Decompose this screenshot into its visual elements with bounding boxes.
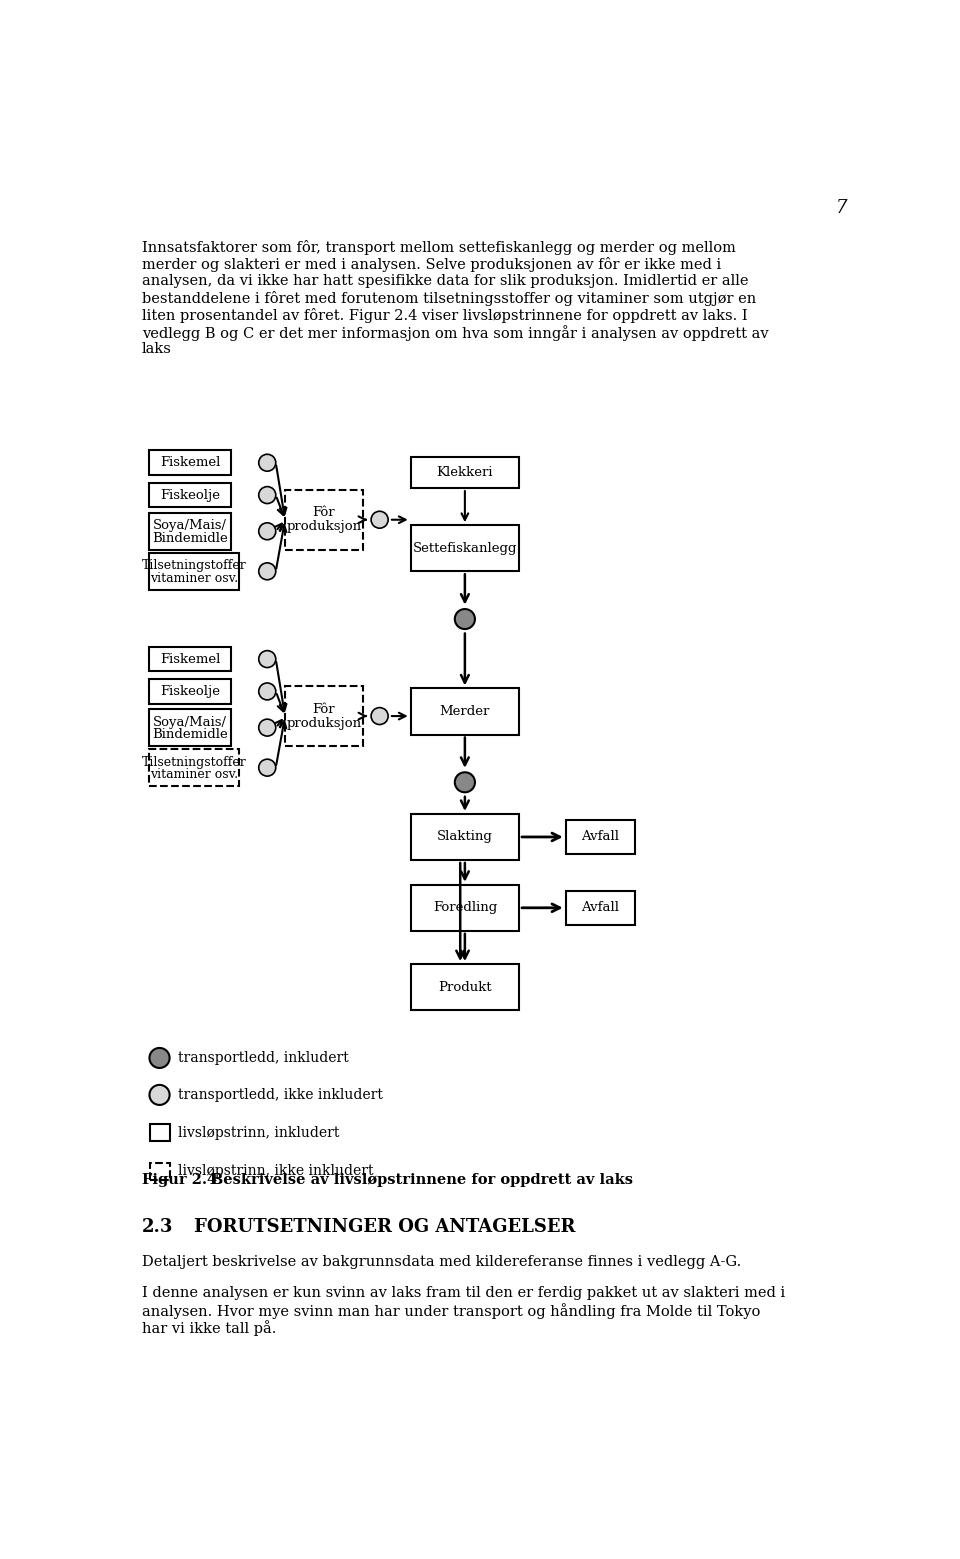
FancyBboxPatch shape bbox=[285, 686, 363, 747]
Text: Figur 2.4: Figur 2.4 bbox=[142, 1174, 217, 1188]
FancyBboxPatch shape bbox=[411, 525, 519, 571]
FancyBboxPatch shape bbox=[285, 490, 363, 550]
FancyBboxPatch shape bbox=[150, 553, 239, 589]
Text: Settefiskanlegg: Settefiskanlegg bbox=[413, 541, 517, 555]
Text: livsløpstrinn, inkludert: livsløpstrinn, inkludert bbox=[179, 1126, 340, 1140]
Text: Soya/Mais/: Soya/Mais/ bbox=[154, 519, 228, 532]
Circle shape bbox=[259, 454, 276, 471]
Text: Tilsetningstoffer: Tilsetningstoffer bbox=[142, 756, 247, 769]
Text: Foredling: Foredling bbox=[433, 901, 497, 914]
Circle shape bbox=[259, 719, 276, 736]
Circle shape bbox=[259, 759, 276, 776]
Circle shape bbox=[259, 683, 276, 700]
Text: Slakting: Slakting bbox=[437, 831, 492, 843]
FancyBboxPatch shape bbox=[411, 884, 519, 931]
Text: I denne analysen er kun svinn av laks fram til den er ferdig pakket ut av slakte: I denne analysen er kun svinn av laks fr… bbox=[142, 1286, 785, 1300]
FancyBboxPatch shape bbox=[565, 820, 636, 854]
FancyBboxPatch shape bbox=[150, 709, 230, 747]
Text: transportledd, inkludert: transportledd, inkludert bbox=[179, 1051, 348, 1065]
Text: Fiskemel: Fiskemel bbox=[160, 653, 221, 666]
Text: produksjon: produksjon bbox=[286, 521, 361, 533]
Text: Beskrivelse av livsløpstrinnene for oppdrett av laks: Beskrivelse av livsløpstrinnene for oppd… bbox=[211, 1174, 634, 1188]
Text: vedlegg B og C er det mer informasjon om hva som inngår i analysen av oppdrett a: vedlegg B og C er det mer informasjon om… bbox=[142, 324, 768, 341]
Circle shape bbox=[150, 1085, 170, 1105]
Circle shape bbox=[259, 563, 276, 580]
FancyBboxPatch shape bbox=[150, 680, 230, 703]
Circle shape bbox=[259, 522, 276, 539]
Text: Bindemidle: Bindemidle bbox=[153, 532, 228, 544]
Text: Klekkeri: Klekkeri bbox=[437, 466, 493, 479]
FancyBboxPatch shape bbox=[150, 647, 230, 672]
FancyBboxPatch shape bbox=[411, 814, 519, 861]
Text: Fiskeolje: Fiskeolje bbox=[160, 488, 220, 502]
Text: Fôr: Fôr bbox=[313, 703, 335, 716]
Text: vitaminer osv.: vitaminer osv. bbox=[150, 572, 238, 585]
Text: vitaminer osv.: vitaminer osv. bbox=[150, 769, 238, 781]
Text: Innsatsfaktorer som fôr, transport mellom settefiskanlegg og merder og mellom: Innsatsfaktorer som fôr, transport mello… bbox=[142, 240, 735, 256]
Text: har vi ikke tall på.: har vi ikke tall på. bbox=[142, 1320, 276, 1336]
Text: livsløpstrinn, ikke inkludert: livsløpstrinn, ikke inkludert bbox=[179, 1165, 373, 1179]
Text: Produkt: Produkt bbox=[438, 981, 492, 993]
Text: liten prosentandel av fôret. Figur 2.4 viser livsløpstrinnene for oppdrett av la: liten prosentandel av fôret. Figur 2.4 v… bbox=[142, 309, 747, 323]
Circle shape bbox=[259, 650, 276, 667]
Text: Bindemidle: Bindemidle bbox=[153, 728, 228, 741]
Text: Fiskeolje: Fiskeolje bbox=[160, 684, 220, 698]
FancyBboxPatch shape bbox=[150, 1124, 170, 1141]
Text: FORUTSETNINGER OG ANTAGELSER: FORUTSETNINGER OG ANTAGELSER bbox=[194, 1218, 575, 1236]
Circle shape bbox=[455, 610, 475, 630]
Text: merder og slakteri er med i analysen. Selve produksjonen av fôr er ikke med i: merder og slakteri er med i analysen. Se… bbox=[142, 257, 721, 273]
Text: analysen. Hvor mye svinn man har under transport og håndling fra Molde til Tokyo: analysen. Hvor mye svinn man har under t… bbox=[142, 1303, 760, 1319]
Text: Avfall: Avfall bbox=[582, 831, 619, 843]
FancyBboxPatch shape bbox=[565, 890, 636, 924]
FancyBboxPatch shape bbox=[411, 963, 519, 1010]
Circle shape bbox=[455, 772, 475, 792]
Text: Fôr: Fôr bbox=[313, 507, 335, 519]
Circle shape bbox=[372, 708, 388, 725]
Text: bestanddelene i fôret med forutenom tilsetningsstoffer og vitaminer som utgjør e: bestanddelene i fôret med forutenom tils… bbox=[142, 292, 756, 306]
Circle shape bbox=[150, 1048, 170, 1068]
FancyBboxPatch shape bbox=[411, 457, 519, 488]
Text: laks: laks bbox=[142, 341, 172, 355]
Text: transportledd, ikke inkludert: transportledd, ikke inkludert bbox=[179, 1088, 383, 1102]
FancyBboxPatch shape bbox=[150, 451, 230, 475]
FancyBboxPatch shape bbox=[411, 689, 519, 734]
FancyBboxPatch shape bbox=[150, 750, 239, 786]
Text: Soya/Mais/: Soya/Mais/ bbox=[154, 716, 228, 728]
Text: produksjon: produksjon bbox=[286, 717, 361, 730]
Text: Tilsetningstoffer: Tilsetningstoffer bbox=[142, 560, 247, 572]
Text: Merder: Merder bbox=[440, 705, 490, 719]
Text: Avfall: Avfall bbox=[582, 901, 619, 914]
Circle shape bbox=[372, 511, 388, 529]
FancyBboxPatch shape bbox=[150, 513, 230, 550]
Circle shape bbox=[259, 486, 276, 504]
Text: Fiskemel: Fiskemel bbox=[160, 457, 221, 469]
Text: 2.3: 2.3 bbox=[142, 1218, 173, 1236]
FancyBboxPatch shape bbox=[150, 1163, 170, 1180]
FancyBboxPatch shape bbox=[150, 483, 230, 507]
Text: Detaljert beskrivelse av bakgrunnsdata med kildereferanse finnes i vedlegg A-G.: Detaljert beskrivelse av bakgrunnsdata m… bbox=[142, 1255, 741, 1269]
Text: 7: 7 bbox=[835, 200, 847, 217]
Text: analysen, da vi ikke har hatt spesifikke data for slik produksjon. Imidlertid er: analysen, da vi ikke har hatt spesifikke… bbox=[142, 274, 748, 288]
